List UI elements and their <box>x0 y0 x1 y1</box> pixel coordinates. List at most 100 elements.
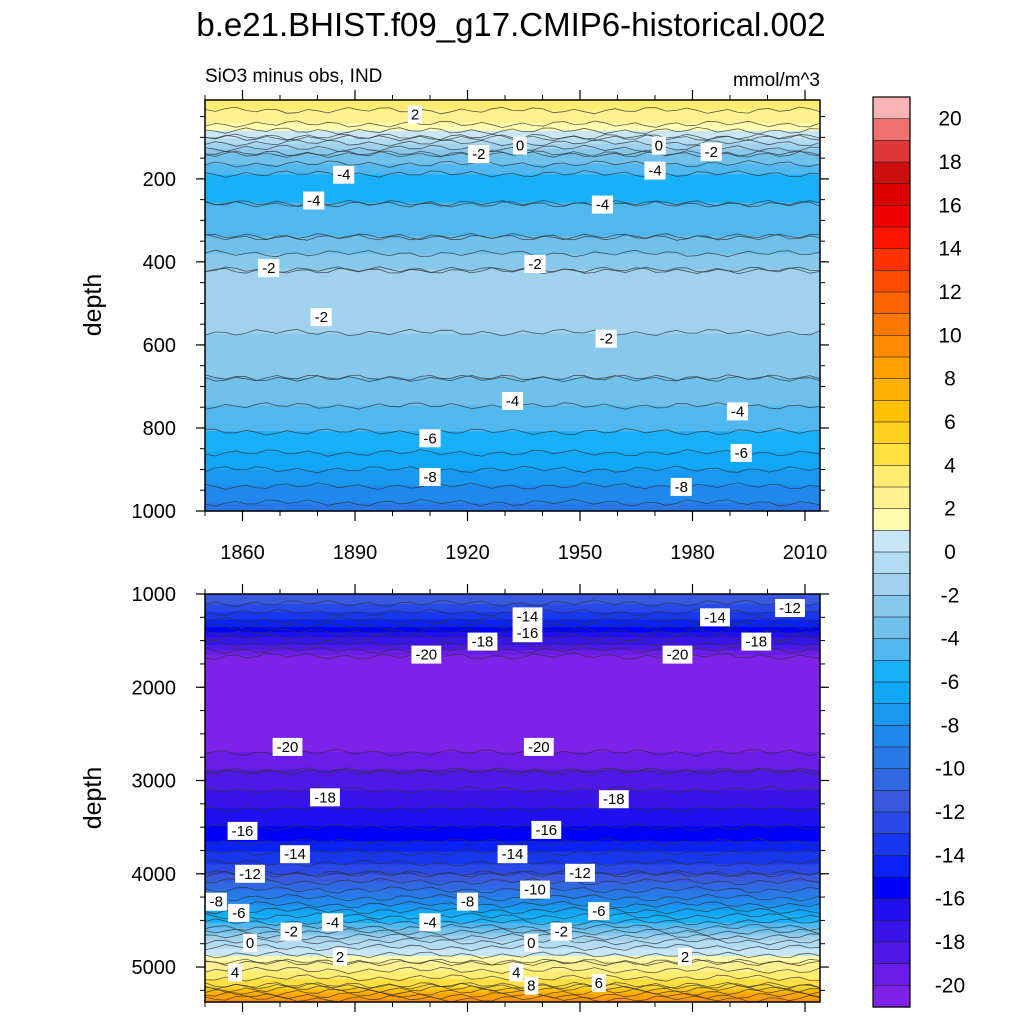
top-fill-band <box>205 421 820 425</box>
colorbar-swatch <box>872 876 911 900</box>
bottom-y-tick-label: 2000 <box>132 677 177 699</box>
bottom-fill-band <box>205 713 820 717</box>
bottom-fill-band <box>205 915 820 919</box>
colorbar-swatch <box>872 551 911 575</box>
top-fill-band <box>205 205 820 209</box>
colorbar-swatch <box>872 725 911 748</box>
top-fill-band <box>205 459 820 463</box>
colorbar-swatch <box>872 660 911 683</box>
bottom-fill-band <box>205 680 820 684</box>
contour-label-bg <box>235 864 265 883</box>
bottom-contour-label: -14 <box>497 845 528 864</box>
contour-label-bg <box>205 892 227 911</box>
bottom-fill-band <box>205 670 820 674</box>
top-fill-band <box>205 189 820 194</box>
top-fill-band <box>205 331 820 335</box>
contour-label-bg <box>501 392 524 410</box>
bottom-fill-band <box>205 800 820 804</box>
top-fill-band <box>205 382 820 386</box>
top-fill-band <box>205 308 820 312</box>
colorbar-swatch <box>872 941 911 965</box>
colorbar-swatch <box>872 96 911 120</box>
bottom-fill-band <box>205 828 820 832</box>
bottom-fill-band <box>205 747 820 751</box>
bottom-contour-label: 2 <box>333 947 347 966</box>
top-fill-band <box>205 413 820 417</box>
bottom-contour-line <box>204 951 821 959</box>
bottom-fill-band <box>205 905 820 909</box>
top-fill-band <box>205 215 820 219</box>
top-fill-band <box>205 354 820 358</box>
bottom-fill-band <box>205 999 820 1003</box>
contour-label-text: -6 <box>232 905 245 922</box>
colorbar-swatch <box>872 920 911 943</box>
top-fill-band <box>205 439 820 443</box>
top-contour-line <box>205 427 821 436</box>
bottom-contour-line <box>204 918 821 926</box>
top-fill-band <box>205 287 820 291</box>
top-contour-line <box>204 126 821 135</box>
bottom-axes: 1000 2000 3000 4000 5000 <box>132 584 829 1012</box>
contour-label-bg <box>280 922 302 941</box>
bottom-contour-line <box>204 991 821 1000</box>
bottom-fill-band <box>205 599 820 603</box>
contour-label-bg <box>321 913 344 932</box>
colorbar-label: 0 <box>944 541 956 564</box>
bottom-fill-band <box>205 907 820 911</box>
bottom-fill-band <box>205 866 820 870</box>
top-contour-line <box>204 374 821 383</box>
colorbar-swatch <box>872 833 911 856</box>
contour-label-text: 4 <box>512 965 520 982</box>
bottom-contour-line <box>204 994 821 1003</box>
top-fill-band <box>205 297 820 301</box>
bottom-contour-label: 8 <box>524 976 539 995</box>
bottom-fill-band <box>205 757 820 761</box>
top-contour-line <box>204 266 821 275</box>
top-fill-band <box>205 266 820 271</box>
top-fill-band <box>205 220 820 224</box>
contour-label-text: -12 <box>569 865 591 882</box>
colorbar-swatch <box>872 898 911 921</box>
bottom-fill-band <box>205 629 820 633</box>
colorbar-label: 6 <box>944 411 956 434</box>
bottom-fill-band <box>205 920 820 924</box>
top-fill-band <box>205 223 820 227</box>
top-contour-line <box>204 482 821 490</box>
bottom-contour-label: 0 <box>243 933 257 952</box>
bottom-fill-band <box>205 696 820 700</box>
top-fill-band <box>205 503 820 507</box>
bottom-contour-label: -2 <box>280 922 302 941</box>
top-fill-band <box>205 369 820 373</box>
subtitle-left: SiO3 minus obs, IND <box>205 66 382 87</box>
contour-label-bg <box>513 136 527 155</box>
top-fill-band <box>205 148 820 152</box>
top-fill-band <box>205 444 820 448</box>
top-fill-band <box>205 146 820 150</box>
contour-label-bg <box>726 402 749 421</box>
bottom-fill-band <box>205 795 820 799</box>
colorbar-label: 8 <box>944 368 956 391</box>
top-contour-label: 0 <box>651 136 666 155</box>
top-fill-band <box>205 161 820 165</box>
colorbar-swatch <box>872 963 911 986</box>
contour-label-bg <box>227 821 258 840</box>
contour-label-text: -10 <box>524 882 546 899</box>
bottom-contour-line <box>204 981 821 990</box>
bottom-fill-band <box>205 706 820 710</box>
contour-label-text: -2 <box>600 331 613 348</box>
top-fill-band <box>205 143 820 147</box>
bottom-fill-band <box>205 838 820 842</box>
top-fill-band <box>205 202 820 206</box>
top-contour-line <box>204 266 821 275</box>
contour-label-bg <box>591 973 606 992</box>
bottom-contour-line <box>204 652 821 661</box>
contour-label-text: -18 <box>314 789 336 806</box>
top-fill-band <box>205 477 820 481</box>
bottom-fill-band <box>205 690 820 695</box>
top-contour-line <box>204 139 821 147</box>
top-fill-band <box>205 436 820 440</box>
contour-label-text: -8 <box>210 894 223 911</box>
top-fill-band <box>205 469 820 474</box>
bottom-contour-line <box>204 804 821 813</box>
colorbar-swatch <box>872 335 911 358</box>
